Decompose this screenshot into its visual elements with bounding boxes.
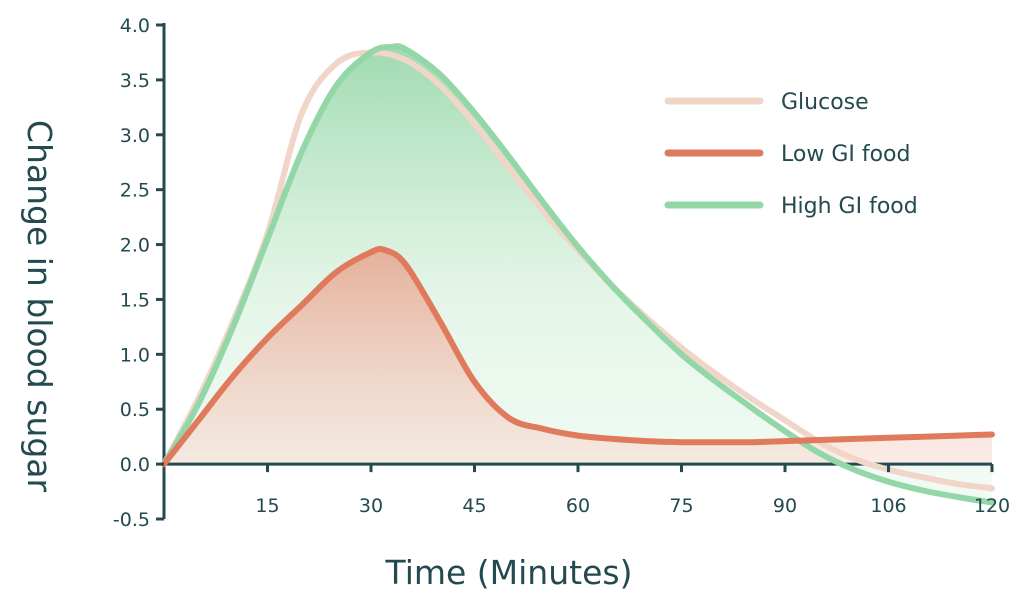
- x-tick-label: 90: [773, 495, 797, 517]
- x-tick-label: 60: [566, 495, 590, 517]
- legend: Glucose Low GI food High GI food: [664, 90, 918, 219]
- x-tick-label: 15: [255, 495, 279, 517]
- x-tick-label: 106: [870, 495, 906, 517]
- x-tick-label: 120: [974, 495, 1010, 517]
- x-tick-label: 30: [359, 495, 383, 517]
- area-low-gi-food: [164, 248, 992, 465]
- series-line-low-gi-food: [161, 245, 995, 468]
- y-tick-label: 3.5: [120, 70, 150, 92]
- y-tick-label: -0.5: [113, 509, 150, 531]
- x-tick-label: 45: [462, 495, 486, 517]
- y-tick-label: 0.5: [120, 399, 150, 421]
- series-line-glucose: [161, 49, 995, 492]
- y-tick-label: 1.0: [120, 344, 150, 366]
- y-tick-label: 0.0: [120, 454, 150, 476]
- series-lines: [161, 43, 995, 506]
- y-tick-label: 2.0: [120, 235, 150, 257]
- series-line-high-gi-food: [161, 43, 995, 506]
- y-tick-label: 3.0: [120, 125, 150, 147]
- area-fills: [164, 46, 992, 503]
- y-axis-title: Change in blood sugar: [20, 120, 59, 493]
- y-tick-label: 1.5: [120, 289, 150, 311]
- legend-label-glucose: Glucose: [781, 90, 869, 115]
- legend-label-high-gi-food: High GI food: [781, 194, 918, 219]
- y-tick-label: 2.5: [120, 180, 150, 202]
- x-tick-label: 75: [669, 495, 693, 517]
- legend-label-low-gi-food: Low GI food: [781, 142, 910, 167]
- tick-labels: -0.5 0.0 0.5 1.0 1.5 2.0 2.5 3.0 3.5 4.0 15 30 45 60 7…: [113, 15, 1010, 531]
- x-axis-title: Time (Minutes): [385, 553, 633, 592]
- y-tick-label: 4.0: [120, 15, 150, 37]
